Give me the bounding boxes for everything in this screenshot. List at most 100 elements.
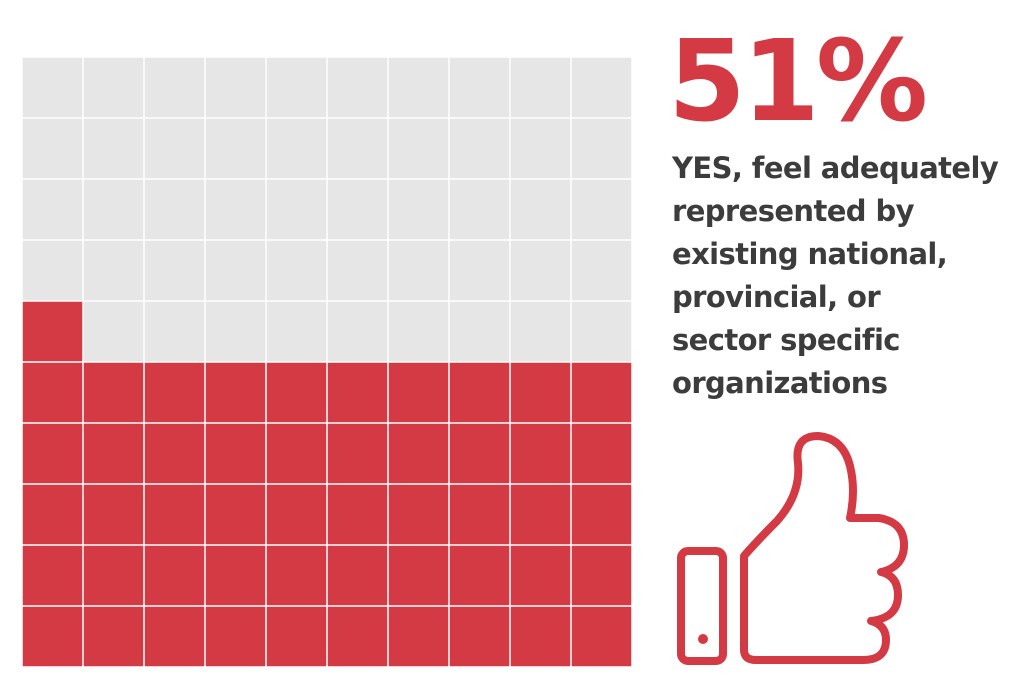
waffle-cell-empty bbox=[388, 118, 449, 179]
waffle-cell-filled bbox=[205, 362, 266, 423]
waffle-cell-empty bbox=[388, 57, 449, 118]
waffle-cell-filled bbox=[510, 484, 571, 545]
waffle-cell-filled bbox=[449, 362, 510, 423]
waffle-cell-filled bbox=[571, 362, 632, 423]
waffle-cell-filled bbox=[22, 606, 83, 667]
waffle-cell-filled bbox=[571, 606, 632, 667]
waffle-cell-empty bbox=[205, 301, 266, 362]
waffle-cell-empty bbox=[327, 240, 388, 301]
waffle-cell-filled bbox=[266, 545, 327, 606]
waffle-cell-filled bbox=[327, 606, 388, 667]
caption-line: represented by bbox=[672, 194, 915, 228]
waffle-cell-empty bbox=[266, 118, 327, 179]
waffle-chart bbox=[22, 57, 632, 667]
waffle-cell-empty bbox=[144, 240, 205, 301]
waffle-cell-empty bbox=[22, 179, 83, 240]
waffle-cell-filled bbox=[22, 423, 83, 484]
waffle-cell-filled bbox=[205, 423, 266, 484]
waffle-cell-empty bbox=[510, 179, 571, 240]
waffle-cell-filled bbox=[449, 545, 510, 606]
waffle-cell-filled bbox=[388, 606, 449, 667]
waffle-cell-filled bbox=[83, 545, 144, 606]
caption-text: YES, feel adequately represented by exis… bbox=[672, 147, 1017, 405]
waffle-cell-empty bbox=[571, 118, 632, 179]
waffle-cell-filled bbox=[144, 423, 205, 484]
caption-line: organizations bbox=[672, 366, 888, 400]
waffle-cell-filled bbox=[205, 545, 266, 606]
waffle-cell-empty bbox=[205, 240, 266, 301]
waffle-cell-filled bbox=[510, 545, 571, 606]
waffle-cell-filled bbox=[449, 606, 510, 667]
waffle-cell-empty bbox=[449, 118, 510, 179]
waffle-cell-filled bbox=[144, 484, 205, 545]
waffle-cell-empty bbox=[388, 179, 449, 240]
waffle-cell-empty bbox=[266, 301, 327, 362]
caption-line: YES, feel adequately bbox=[672, 151, 999, 185]
waffle-cell-empty bbox=[571, 57, 632, 118]
waffle-cell-empty bbox=[83, 240, 144, 301]
waffle-cell-filled bbox=[144, 362, 205, 423]
waffle-cell-filled bbox=[266, 362, 327, 423]
waffle-cell-empty bbox=[449, 179, 510, 240]
waffle-cell-empty bbox=[449, 240, 510, 301]
waffle-cell-empty bbox=[83, 118, 144, 179]
waffle-cell-empty bbox=[83, 301, 144, 362]
thumbs-up-dot bbox=[698, 634, 708, 644]
waffle-cell-filled bbox=[205, 606, 266, 667]
caption-line: existing national, bbox=[672, 237, 948, 271]
waffle-cell-filled bbox=[266, 484, 327, 545]
waffle-cell-empty bbox=[83, 179, 144, 240]
waffle-cell-empty bbox=[327, 57, 388, 118]
waffle-cell-filled bbox=[83, 423, 144, 484]
waffle-cell-filled bbox=[571, 545, 632, 606]
waffle-cell-filled bbox=[22, 545, 83, 606]
waffle-cell-filled bbox=[22, 301, 83, 362]
waffle-cell-empty bbox=[449, 57, 510, 118]
caption-line: provincial, or bbox=[672, 280, 881, 314]
waffle-cell-filled bbox=[388, 423, 449, 484]
waffle-cell-empty bbox=[205, 118, 266, 179]
thumbs-up-hand bbox=[740, 432, 908, 664]
waffle-cell-filled bbox=[205, 484, 266, 545]
waffle-cell-filled bbox=[266, 423, 327, 484]
waffle-cell-filled bbox=[327, 423, 388, 484]
waffle-cell-filled bbox=[266, 606, 327, 667]
waffle-cell-filled bbox=[327, 484, 388, 545]
waffle-cell-empty bbox=[22, 118, 83, 179]
waffle-cell-empty bbox=[144, 118, 205, 179]
waffle-cell-empty bbox=[22, 57, 83, 118]
waffle-cell-empty bbox=[266, 57, 327, 118]
waffle-cell-empty bbox=[571, 179, 632, 240]
waffle-cell-filled bbox=[510, 606, 571, 667]
caption-line: sector specific bbox=[672, 323, 900, 357]
waffle-cell-empty bbox=[327, 118, 388, 179]
waffle-cell-filled bbox=[327, 545, 388, 606]
waffle-cell-empty bbox=[22, 240, 83, 301]
waffle-cell-empty bbox=[205, 179, 266, 240]
waffle-cell-filled bbox=[449, 423, 510, 484]
waffle-cell-empty bbox=[571, 240, 632, 301]
waffle-cell-filled bbox=[388, 545, 449, 606]
waffle-cell-empty bbox=[144, 301, 205, 362]
headline-percent: 51% bbox=[668, 17, 928, 147]
waffle-cell-empty bbox=[571, 301, 632, 362]
waffle-cell-filled bbox=[510, 362, 571, 423]
waffle-cell-empty bbox=[266, 179, 327, 240]
waffle-cell-empty bbox=[388, 240, 449, 301]
waffle-cell-filled bbox=[449, 484, 510, 545]
waffle-cell-empty bbox=[83, 57, 144, 118]
waffle-cell-filled bbox=[144, 545, 205, 606]
waffle-cell-filled bbox=[22, 362, 83, 423]
waffle-cell-filled bbox=[83, 484, 144, 545]
waffle-cell-empty bbox=[144, 179, 205, 240]
waffle-cell-empty bbox=[510, 301, 571, 362]
waffle-cell-empty bbox=[449, 301, 510, 362]
waffle-cell-filled bbox=[83, 606, 144, 667]
thumbs-up-icon bbox=[677, 432, 908, 665]
waffle-cell-filled bbox=[144, 606, 205, 667]
waffle-cell-filled bbox=[83, 362, 144, 423]
waffle-cell-filled bbox=[327, 362, 388, 423]
waffle-cell-empty bbox=[510, 240, 571, 301]
waffle-cell-empty bbox=[388, 301, 449, 362]
waffle-cell-filled bbox=[388, 362, 449, 423]
